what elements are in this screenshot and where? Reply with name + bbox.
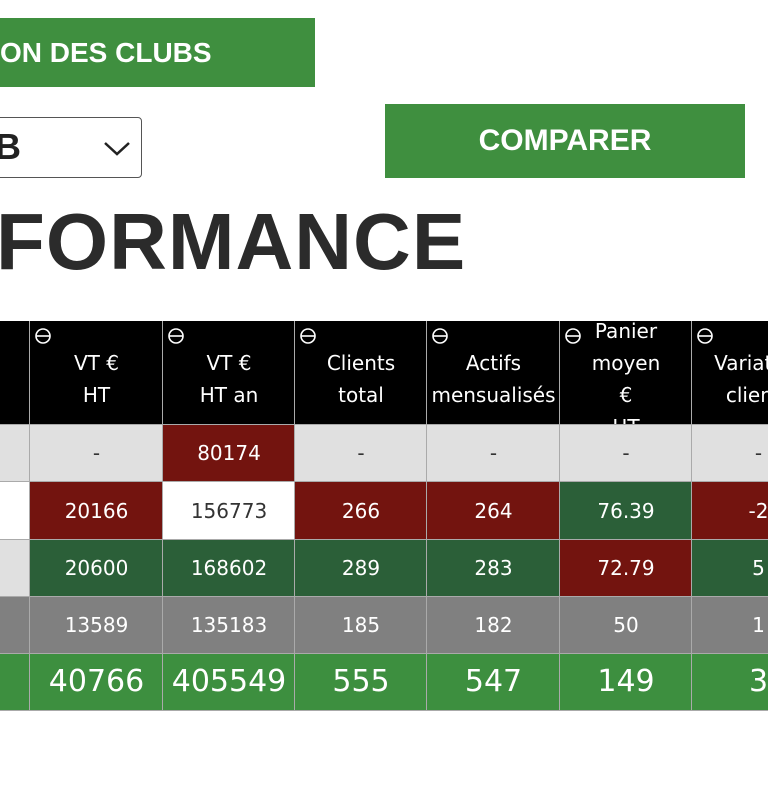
data-cell: 13589 — [30, 597, 163, 654]
row-label-cell — [0, 482, 30, 540]
cell-text: 149 — [597, 664, 655, 699]
total-cell: 40766 — [30, 654, 163, 711]
sort-icon[interactable] — [299, 327, 317, 345]
cell-text: -2 — [748, 498, 768, 523]
data-cell: 5 — [692, 540, 768, 597]
total-cell: 547 — [427, 654, 560, 711]
data-cell: -2 — [692, 482, 768, 540]
data-cell: - — [427, 425, 560, 482]
cell-text: - — [489, 441, 498, 465]
header-text: VT € HT an — [199, 350, 259, 407]
header-cell: VT € HT an — [163, 321, 295, 425]
data-cell: 289 — [295, 540, 427, 597]
cell-text: 289 — [341, 556, 381, 580]
header-text: Actifs mensualisés — [431, 350, 556, 407]
section-button[interactable]: ON DES CLUBS — [0, 18, 315, 87]
data-cell: 283 — [427, 540, 560, 597]
data-cell: 50 — [560, 597, 692, 654]
cell-text: 50 — [613, 613, 639, 637]
data-cell: 266 — [295, 482, 427, 540]
total-label-cell — [0, 654, 30, 711]
header-text: Clients total — [326, 350, 396, 407]
cell-text: - — [92, 441, 101, 465]
total-cell: 405549 — [163, 654, 295, 711]
compare-button[interactable]: COMPARER — [385, 104, 745, 178]
button-label: ON DES CLUBS — [0, 36, 212, 68]
data-cell: 1 — [692, 597, 768, 654]
sort-icon[interactable] — [696, 327, 714, 345]
cell-text: 1 — [752, 613, 765, 637]
data-cell: 185 — [295, 597, 427, 654]
data-cell: - — [295, 425, 427, 482]
cell-text: - — [622, 441, 630, 465]
cell-text: 80174 — [197, 441, 261, 465]
data-cell: 135183 — [163, 597, 295, 654]
data-cell: 72.79 — [560, 540, 692, 597]
cell-text: 185 — [341, 613, 381, 637]
cell-text: 283 — [474, 556, 513, 580]
cell-text: 3 — [748, 664, 768, 699]
data-cell: - — [560, 425, 692, 482]
club-select[interactable]: B — [0, 117, 142, 178]
total-cell: 3 — [692, 654, 768, 711]
data-cell: - — [30, 425, 163, 482]
data-cell: 76.39 — [560, 482, 692, 540]
row-label-cell — [0, 425, 30, 482]
data-cell: 264 — [427, 482, 560, 540]
total-cell: 555 — [295, 654, 427, 711]
cell-text: 5 — [752, 556, 765, 580]
cell-text: 555 — [332, 664, 390, 699]
cell-text: 547 — [464, 664, 523, 699]
button-label: COMPARER — [478, 124, 652, 157]
data-cell: 20166 — [30, 482, 163, 540]
data-cell: 182 — [427, 597, 560, 654]
header-text: VT € HT — [74, 350, 119, 407]
cell-text: 76.39 — [597, 498, 655, 523]
data-cell: 156773 — [163, 482, 295, 540]
cell-text: - — [357, 441, 365, 465]
header-text: Variation clients — [714, 350, 768, 407]
cell-text: 405549 — [171, 664, 287, 699]
cell-text: 20600 — [64, 556, 129, 580]
row-label-cell — [0, 597, 30, 654]
cell-text: 156773 — [190, 498, 268, 523]
sort-icon[interactable] — [167, 327, 185, 345]
header-cell: Panier moyen € HT — [560, 321, 692, 425]
header-text: Panier moyen € HT — [591, 321, 661, 424]
total-cell: 149 — [560, 654, 692, 711]
cell-text: 20166 — [64, 498, 129, 523]
data-cell: 20600 — [30, 540, 163, 597]
table: VT € HT VT € HT an Clients total Actifs men… — [0, 321, 768, 713]
header-cell: Clients total — [295, 321, 427, 425]
chevron — [104, 142, 130, 156]
cell-text: 72.79 — [597, 556, 655, 580]
header-cell: Actifs mensualisés — [427, 321, 560, 425]
data-cell: 168602 — [163, 540, 295, 597]
cell-text: 182 — [474, 613, 513, 637]
row-label-cell — [0, 540, 30, 597]
select-value: B — [0, 126, 21, 167]
sort-icon[interactable] — [431, 327, 449, 345]
data-cell: - — [692, 425, 768, 482]
cell-text: 13589 — [64, 613, 129, 637]
header-cell: VT € HT — [30, 321, 163, 425]
cell-text: 264 — [474, 498, 513, 523]
sort-icon[interactable] — [564, 327, 582, 345]
cell-text: - — [754, 441, 763, 465]
header-cell: Variation clients — [692, 321, 768, 425]
sort-icon[interactable] — [34, 327, 52, 345]
cell-text: 266 — [341, 498, 381, 523]
cell-text: 135183 — [190, 613, 268, 637]
cell-text: 168602 — [190, 556, 268, 580]
cell-text: 40766 — [48, 664, 145, 699]
data-cell: 80174 — [163, 425, 295, 482]
page-title: FORMANCE — [0, 197, 467, 286]
header-cell — [0, 321, 30, 425]
